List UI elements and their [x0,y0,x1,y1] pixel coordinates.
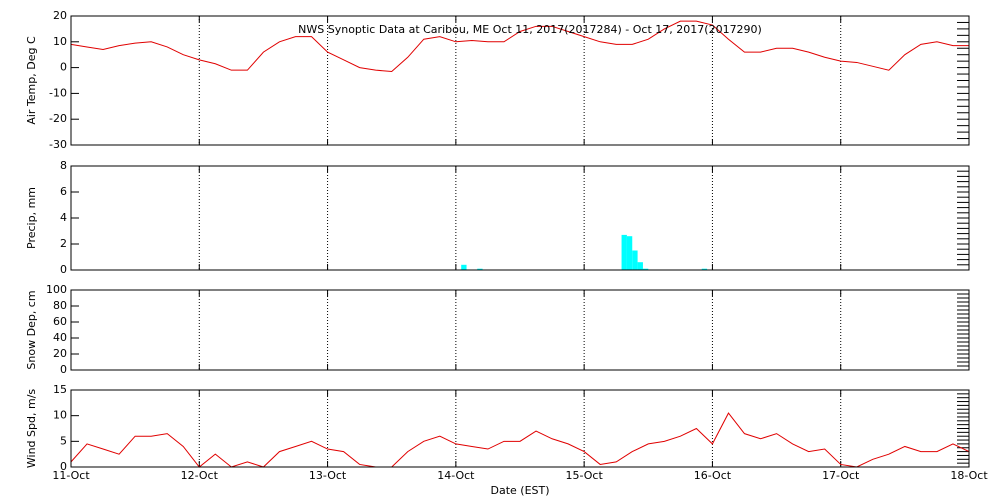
y-tick-label: 0 [60,263,67,276]
panel-frame [70,165,970,271]
x-tick-label: 11-Oct [52,469,90,482]
chart-title: NWS Synoptic Data at Caribou, ME Oct 11,… [298,23,762,36]
x-tick-label: 17-Oct [822,469,860,482]
y-tick-label: 0 [60,363,67,376]
y-tick-label: 60 [53,315,67,328]
bar [632,250,638,270]
y-tick-label: 40 [53,331,67,344]
panel-frame [70,389,970,468]
x-tick-label: 15-Oct [565,469,603,482]
y-tick-label: 10 [53,35,67,48]
line-series [70,412,970,468]
y-tick-label: 20 [53,347,67,360]
bar [477,268,483,270]
x-tick-label: 18-Oct [950,469,988,482]
y-tick-label: 8 [60,159,67,172]
y-tick-label: 5 [60,434,67,447]
y-axis-label: Wind Spd, m/s [25,389,38,469]
bar [637,262,643,270]
bar [701,268,708,270]
y-tick-label: 0 [60,61,67,74]
x-tick-label: 16-Oct [694,469,732,482]
panel-frame [70,289,970,371]
x-tick-label: 12-Oct [181,469,219,482]
y-axis-label: Air Temp, Deg C [25,36,38,125]
x-tick-label: 14-Oct [437,469,475,482]
y-tick-label: 100 [46,283,67,296]
bar [626,236,633,270]
x-axis-label: Date (EST) [490,484,549,497]
y-axis-label: Snow Dep, cm [25,290,38,369]
panel-frame [70,15,970,146]
y-tick-label: 10 [53,409,67,422]
y-tick-label: 0 [60,460,67,473]
y-tick-label: 80 [53,299,67,312]
y-tick-label: -30 [49,138,67,151]
y-tick-label: -20 [49,112,67,125]
y-tick-label: 4 [60,211,67,224]
bar [621,234,627,270]
y-axis-label: Precip, mm [25,187,38,249]
bar [461,264,467,270]
x-tick-label: 13-Oct [309,469,347,482]
y-tick-label: 15 [53,383,67,396]
y-tick-label: 6 [60,185,67,198]
y-tick-label: 2 [60,237,67,250]
y-tick-label: -10 [49,86,67,99]
bar [642,268,649,270]
line-series [70,20,969,72]
y-tick-label: 20 [53,9,67,22]
